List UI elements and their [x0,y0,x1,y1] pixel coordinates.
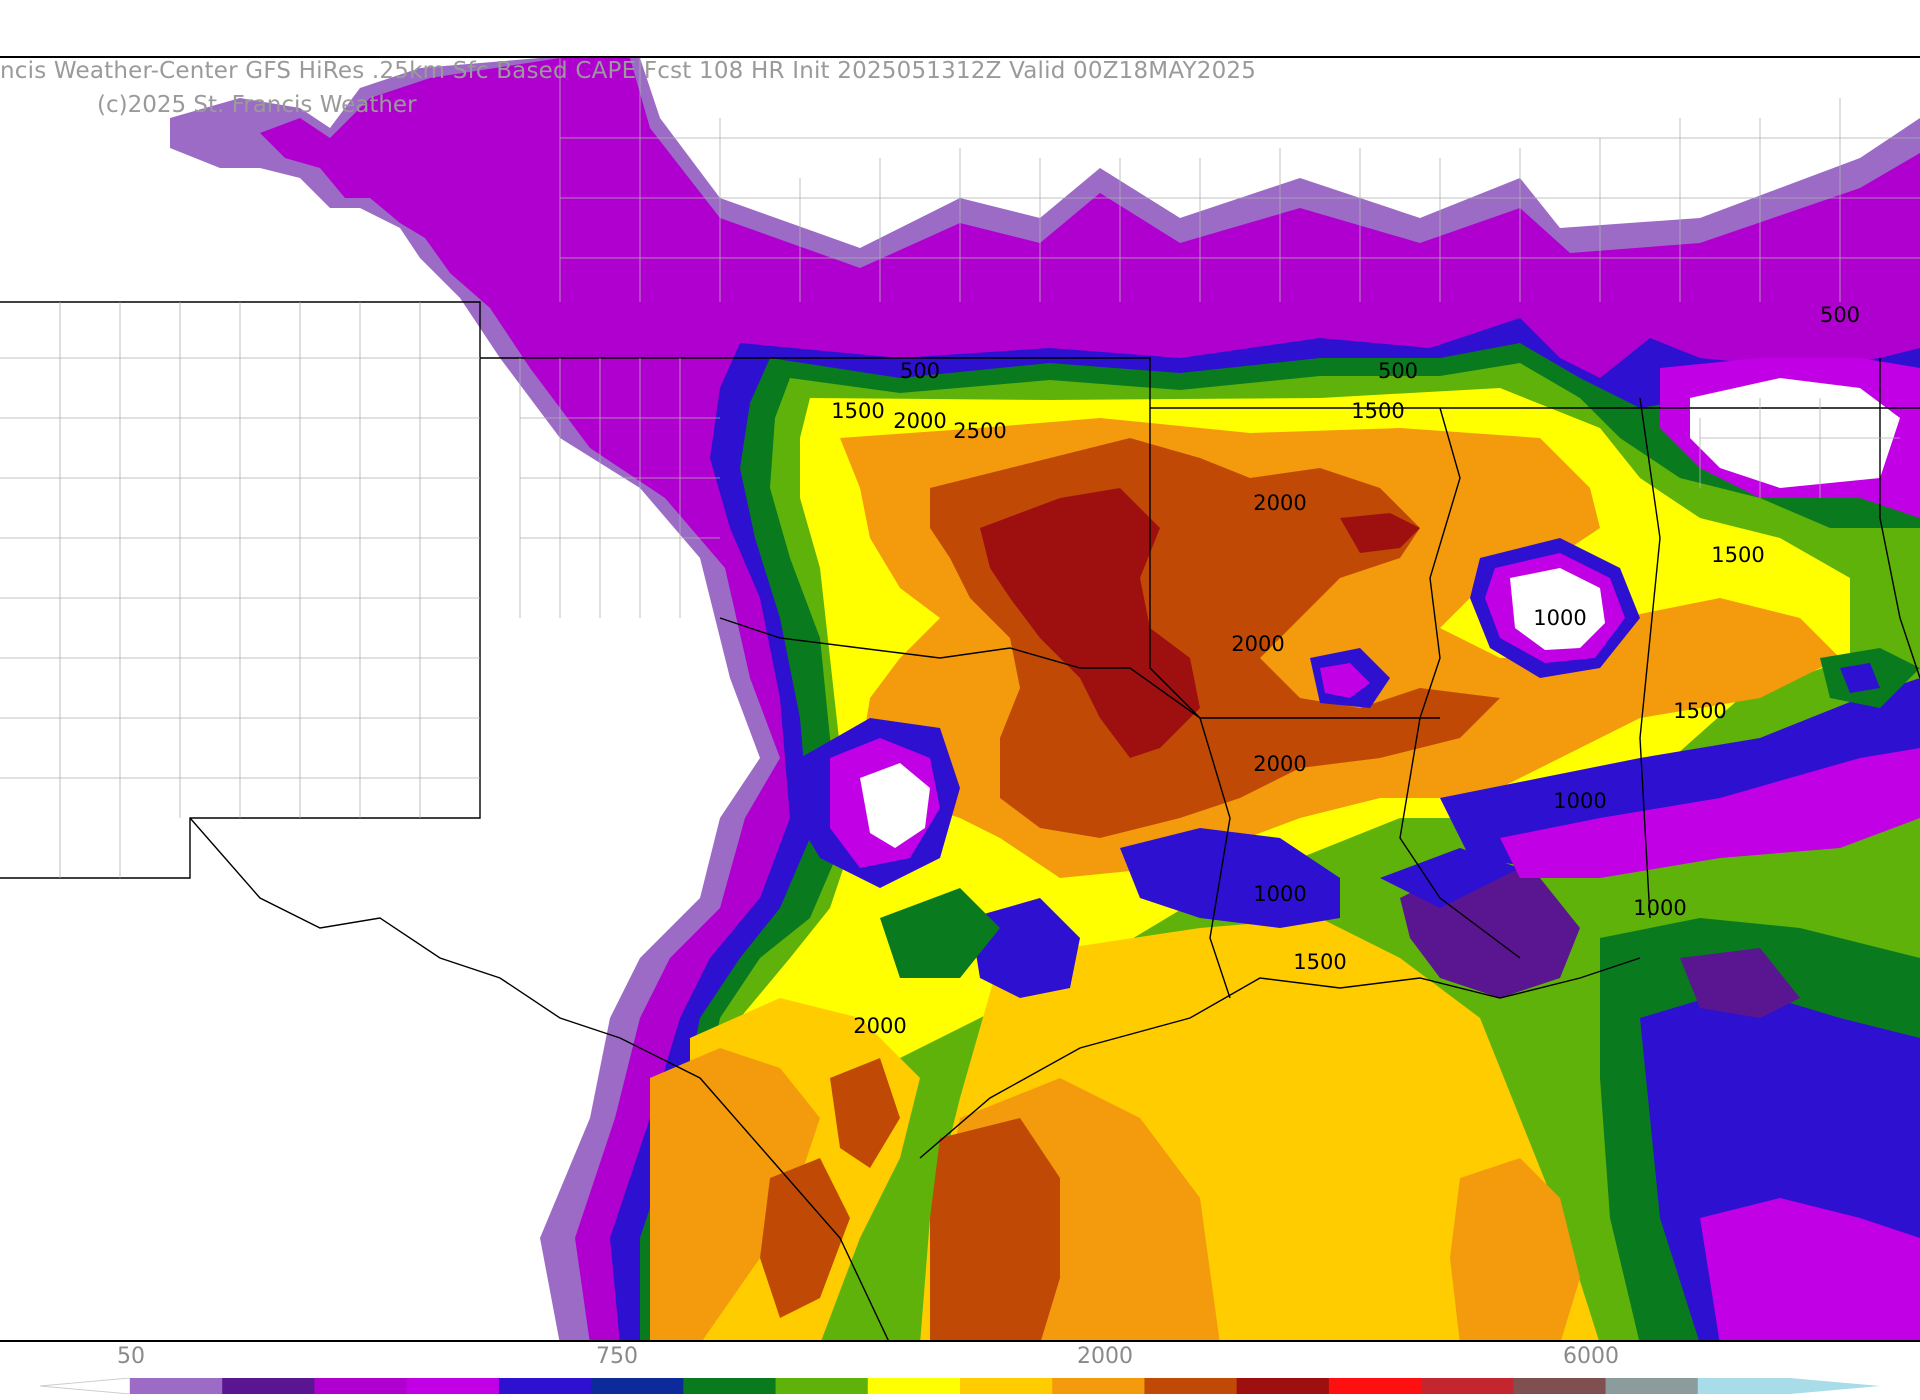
map-panel: 500 1500 2000 2500 500 1500 2000 2000 15… [0,56,1920,1342]
colorbar-segment [498,1378,592,1394]
colorbar-tick-label: 750 [596,1344,638,1369]
contour-label: 1000 [1633,896,1687,920]
contour-label: 1500 [1673,699,1727,723]
contour-label: 2000 [1231,632,1285,656]
rio-grande [189,817,621,1039]
cape-south-texas-rust-2 [830,1058,900,1168]
contour-label: 1500 [1293,950,1347,974]
contour-label: 1500 [831,399,885,423]
cape-central-blue-blob [1120,828,1340,928]
colorbar-segment [960,1378,1053,1394]
colorbar-segment [1421,1378,1514,1394]
map-title: ncis Weather-Center GFS HiRes .25km Sfc … [0,58,1257,84]
cape-sw-blue-blob [970,898,1080,998]
colorbar-segment [1236,1378,1330,1394]
contour-label: 2000 [893,409,947,433]
cape-gulf-east-magenta [1700,1198,1920,1340]
cape-gulf-orange-east [1450,1158,1580,1340]
cape-gulf-east-purple [1680,948,1800,1018]
contour-label: 2500 [953,419,1007,443]
cape-south-texas-orange [650,1048,820,1340]
colorbar-segment [591,1378,684,1394]
colorbar-segment [1697,1378,1791,1394]
cape-east-blue-band [1440,678,1920,868]
colorbar-segment [1328,1378,1422,1394]
contour-label: 2000 [1253,491,1307,515]
colorbar-left-arrow [40,1378,131,1394]
colorbar-tick-label: 2000 [1077,1344,1133,1369]
tx-la-border [1199,717,1231,999]
colorbar-segment [1605,1378,1699,1394]
cape-far-east-blue [1840,663,1880,693]
cape-coast-blue [1380,848,1520,908]
cape-band-3000-east [1340,513,1420,553]
texas-coast [619,1037,889,1340]
county-lines [0,58,1920,878]
cape-ne-hole [1690,378,1900,488]
tx-ok-red-river [719,617,1201,719]
contour-label: 500 [1819,303,1861,327]
cape-sw-hole [860,763,930,848]
state-boundaries [0,301,1920,1340]
cape-east-ring-hole [1510,568,1605,650]
contour-label: 1000 [1253,882,1307,906]
contour-label: 1000 [1553,789,1607,813]
ms-al-border [1639,397,1661,919]
contour-label: 500 [1377,359,1419,383]
ms-river [1399,407,1521,959]
colorbar-segment [683,1378,777,1394]
cape-south-texas-rust [760,1158,850,1318]
contour-label: 1000 [1533,606,1587,630]
contour-label: 2000 [853,1014,907,1038]
colorbar-segment [130,1378,223,1394]
ok-ar-border [1149,408,1201,719]
cape-band-3000 [980,488,1200,758]
contour-label: 2000 [1253,752,1307,776]
colorbar-tick-label: 50 [117,1344,145,1369]
contour-label: 500 [899,359,941,383]
colorbar-segment [1513,1378,1607,1394]
copyright-notice: (c)2025 St. Francis Weather [97,92,417,118]
colorbar-segment [1144,1378,1238,1394]
colorbar-segment [222,1378,315,1394]
colorbar-segment [775,1378,869,1394]
colorbar-segment [314,1378,408,1394]
ok-ks-border [480,357,1440,409]
contour-label: 1500 [1351,399,1405,423]
colorbar [40,1378,1880,1394]
colorbar-segment [1052,1378,1145,1394]
cape-sw-green-ring [880,888,1000,978]
contour-label: 1500 [1711,543,1765,567]
gulf-coast [919,957,1641,1159]
cape-map [0,58,1920,1340]
cape-east-magenta-band [1500,748,1920,878]
cape-small-magenta [1320,663,1370,698]
colorbar-tick-label: 6000 [1563,1344,1619,1369]
cape-fill-layers [170,58,1920,1340]
ok-panhandle [0,301,481,358]
colorbar-right-arrow [1790,1378,1880,1394]
cape-gulf-rust [930,1118,1060,1340]
colorbar-segment [406,1378,500,1394]
colorbar-segments [130,1378,1791,1394]
colorbar-segment [867,1378,961,1394]
